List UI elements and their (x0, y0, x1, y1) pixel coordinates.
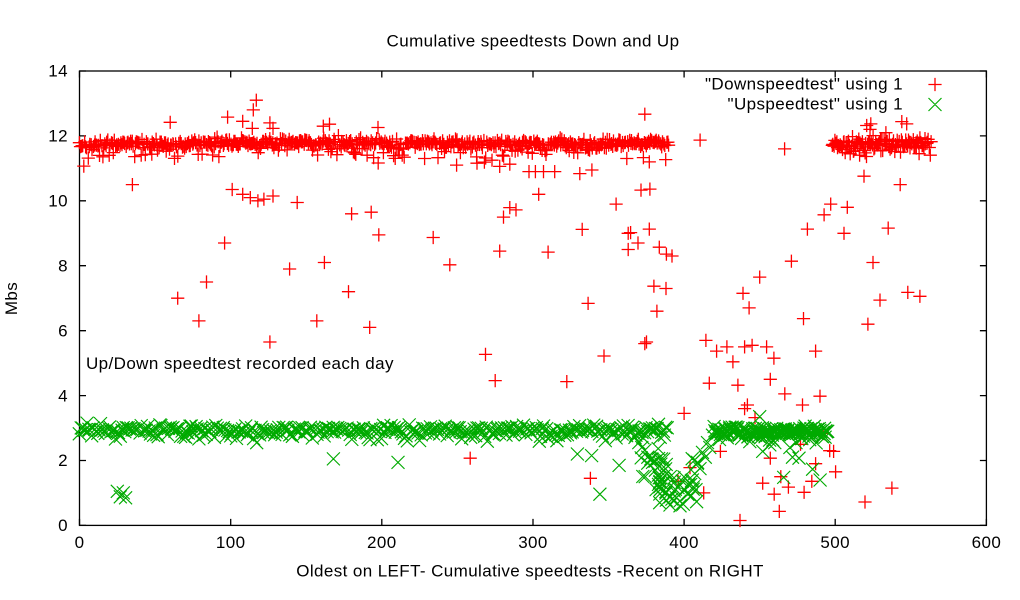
svg-text:600: 600 (972, 533, 1002, 552)
svg-text:0: 0 (58, 516, 68, 535)
svg-text:Oldest on LEFT- Cumulative spe: Oldest on LEFT- Cumulative speedtests -R… (296, 562, 764, 581)
svg-text:100: 100 (216, 533, 246, 552)
svg-text:400: 400 (669, 533, 699, 552)
svg-text:"Downspeedtest" using 1: "Downspeedtest" using 1 (705, 75, 903, 94)
svg-text:500: 500 (820, 533, 850, 552)
svg-text:200: 200 (367, 533, 397, 552)
svg-text:10: 10 (48, 192, 68, 211)
svg-text:6: 6 (58, 321, 68, 340)
svg-text:12: 12 (48, 127, 68, 146)
svg-text:300: 300 (518, 533, 548, 552)
svg-text:Mbs: Mbs (2, 282, 21, 315)
svg-text:0: 0 (75, 533, 85, 552)
svg-text:Cumulative speedtests Down and: Cumulative speedtests Down and Up (387, 32, 680, 51)
svg-text:Up/Down speedtest recorded eac: Up/Down speedtest recorded each day (86, 354, 394, 373)
svg-text:8: 8 (58, 256, 68, 275)
svg-text:14: 14 (48, 62, 68, 81)
svg-text:2: 2 (58, 451, 68, 470)
svg-text:"Upspeedtest" using 1: "Upspeedtest" using 1 (728, 95, 903, 114)
svg-text:4: 4 (58, 386, 68, 405)
